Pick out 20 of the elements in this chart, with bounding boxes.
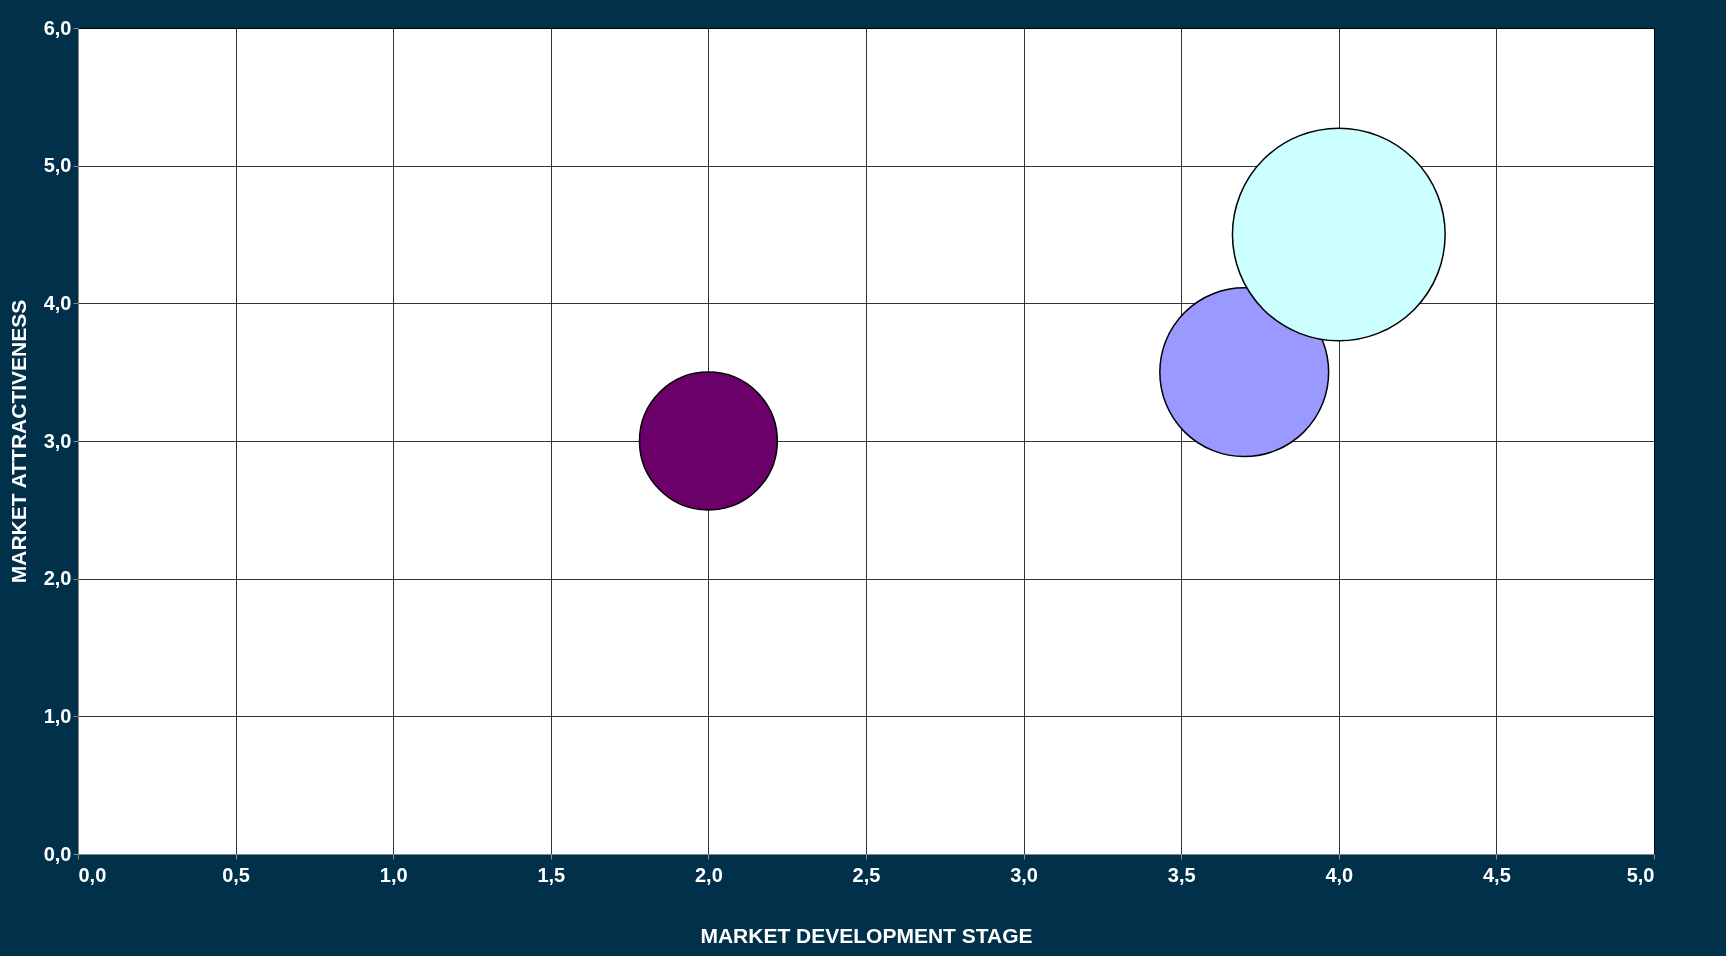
x-tick-label: 2,5 <box>852 863 881 886</box>
x-tick-label: 5,0 <box>1626 863 1655 886</box>
x-tick-label: 0,5 <box>222 863 251 886</box>
y-tick-label: 6,0 <box>43 16 72 39</box>
x-tick-label: 1,5 <box>537 863 566 886</box>
x-tick-label: 2,0 <box>694 863 723 886</box>
x-tick-label: 3,0 <box>1010 863 1039 886</box>
x-tick-label: 4,5 <box>1482 863 1511 886</box>
x-tick-label: 1,0 <box>379 863 408 886</box>
x-tick-label: 3,5 <box>1167 863 1196 886</box>
y-axis-title: MARKET ATTRACTIVENESS <box>6 299 30 584</box>
x-tick-label: 4,0 <box>1325 863 1354 886</box>
y-tick-label: 0,0 <box>43 842 72 865</box>
x-axis-title: MARKET DEVELOPMENT STAGE <box>700 923 1033 947</box>
y-tick-label: 5,0 <box>43 154 72 177</box>
y-tick-label: 2,0 <box>43 567 72 590</box>
y-tick-label: 1,0 <box>43 704 72 727</box>
x-tick-label: 0,0 <box>78 863 107 886</box>
y-tick-label: 4,0 <box>43 291 72 314</box>
y-tick-label: 3,0 <box>43 429 72 452</box>
